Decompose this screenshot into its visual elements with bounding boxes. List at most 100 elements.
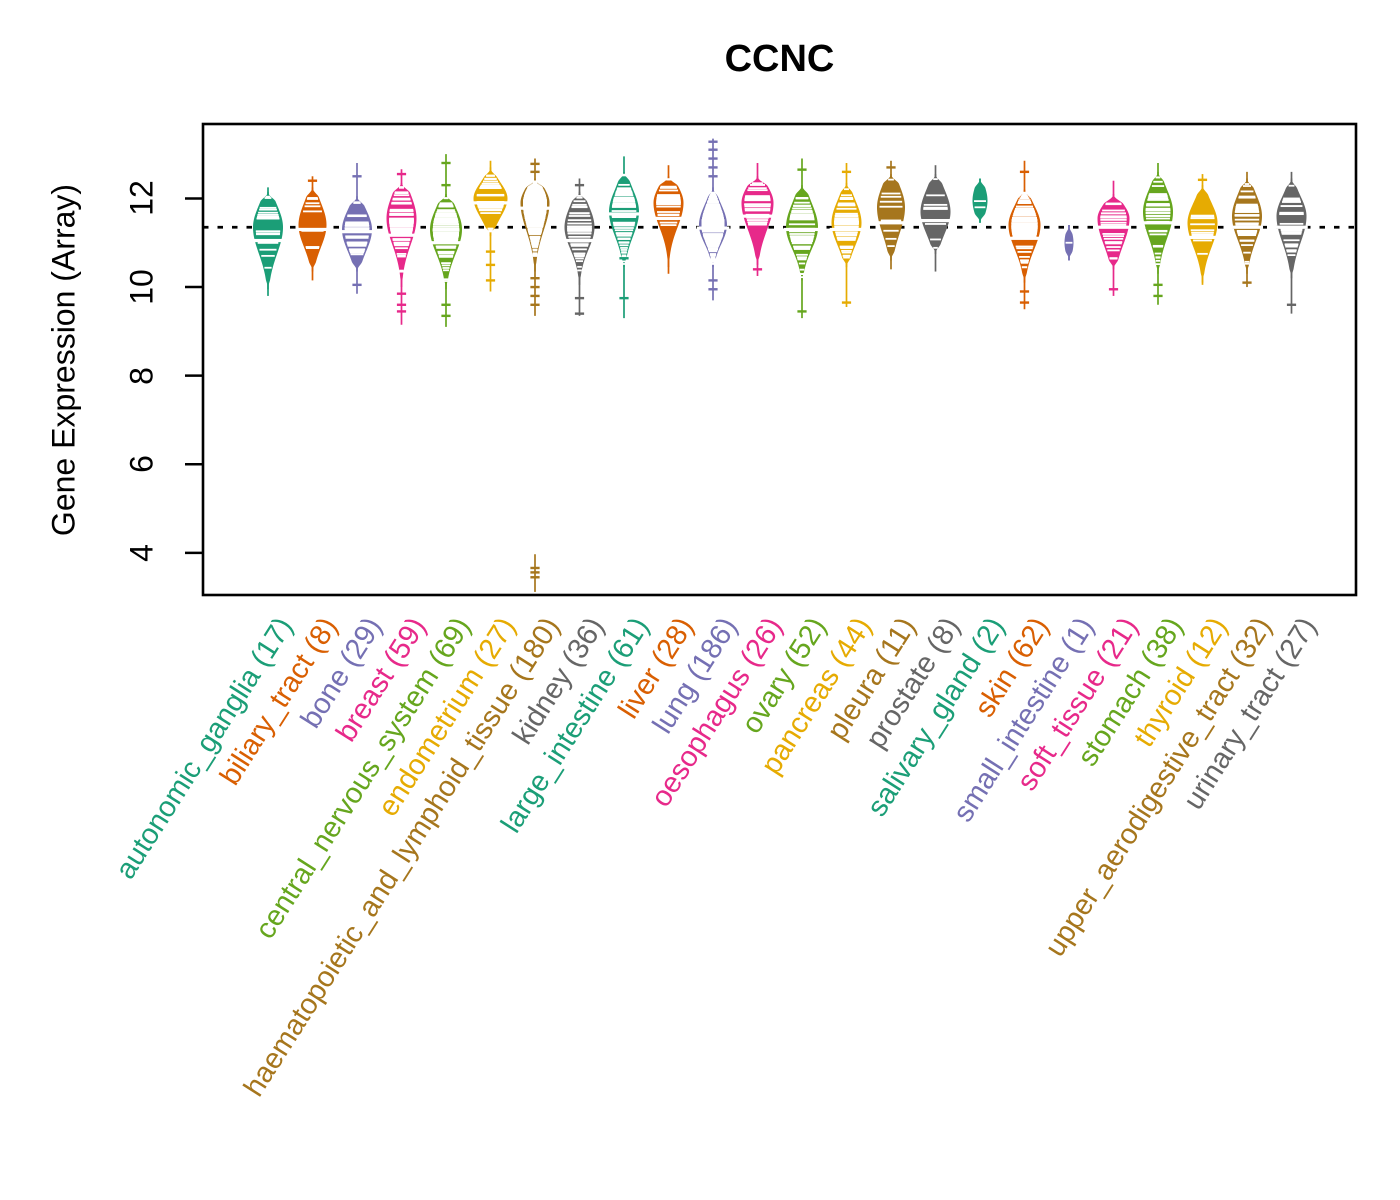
data-line [1012,235,1037,237]
stem-mark [1153,294,1163,298]
data-line [436,210,456,213]
data-line [1155,259,1161,262]
data-line [1191,231,1214,234]
data-line [618,183,630,186]
data-line [791,241,813,244]
data-line [530,241,540,243]
data-line [1145,209,1171,212]
data-line [747,189,768,192]
data-line [1197,252,1208,255]
data-line [1149,233,1167,236]
data-line [575,260,584,263]
plot-frame [201,122,1358,597]
median-line [919,218,952,223]
data-line [530,238,540,241]
data-line [613,197,635,200]
stem-mark [1019,290,1030,293]
data-line [524,194,546,197]
stem-mark [797,168,807,171]
data-line [1147,197,1169,200]
data-line [752,182,763,185]
data-line [1286,249,1297,252]
data-line [621,254,627,257]
data-line [1279,211,1304,214]
data-line [933,246,938,249]
data-line [612,200,636,203]
data-line [615,232,633,234]
data-line [614,227,634,229]
data-line [395,247,408,250]
data-line [439,203,453,206]
data-line [617,187,631,190]
data-line [394,192,409,195]
median-line [252,238,284,243]
data-line [1103,235,1124,238]
data-line [1281,232,1302,235]
median-line [1095,225,1132,229]
data-line [435,212,457,215]
data-line [394,244,409,247]
data-line [389,214,414,216]
data-line [621,263,627,265]
data-line [259,208,277,211]
data-line [255,230,281,233]
data-line [432,231,460,234]
data-line [1155,256,1161,259]
data-line [344,228,370,231]
data-line [701,221,725,224]
data-line [1020,259,1029,262]
violin-haematopoietic_and_lymphoid_tissue [518,158,552,592]
data-line [656,200,681,203]
data-line [1284,244,1299,247]
data-line [258,211,278,214]
data-line [791,209,813,212]
data-line [1105,202,1122,205]
data-line [441,262,451,265]
data-line [744,199,771,202]
data-line [1283,239,1300,242]
data-line [487,227,494,230]
data-line [838,202,855,205]
data-line [443,280,449,282]
data-line [256,233,280,236]
data-line [1235,222,1259,225]
median-line [471,201,510,205]
data-line [1236,230,1258,233]
violin-stomach [1141,162,1175,305]
data-line [837,237,856,240]
data-line [614,194,634,197]
data-line [1147,199,1169,201]
data-line [531,183,539,186]
data-line [836,207,857,210]
median-line [606,212,642,216]
data-line [790,236,814,239]
data-line [526,189,544,192]
data-line [789,218,815,221]
data-line [523,211,547,214]
data-line [1011,222,1038,225]
data-line [1190,223,1215,226]
data-line [1234,218,1260,221]
data-line [744,205,771,208]
data-line [259,206,277,209]
data-line [1015,207,1034,210]
data-line [879,205,903,208]
data-line [437,209,455,212]
stem-mark [708,157,718,160]
data-line [924,223,947,225]
data-line [1148,229,1168,232]
data-line [1155,263,1161,266]
stem-mark [1197,178,1208,182]
data-line [789,233,815,235]
stem-mark [708,288,718,291]
violin-body [877,174,905,261]
outlier-mark [530,566,540,570]
data-line [1280,205,1303,208]
stem-mark [708,166,718,169]
data-line [799,273,805,275]
data-line [1279,222,1304,225]
data-line [1148,195,1168,198]
data-line [1013,213,1036,216]
data-line [481,182,500,185]
data-line [789,217,815,220]
